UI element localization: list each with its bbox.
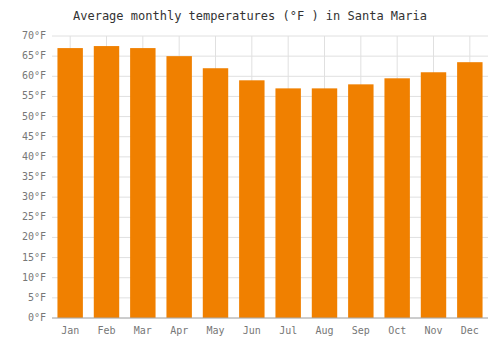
bar [94,46,119,318]
y-tick-label: 65°F [22,50,46,61]
y-grid-line [52,318,488,319]
tick-labels: 0°F 5°F 10°F 15°F 20°F 25°F 30°F 35°F 40°F 45°F 50… [22,30,479,336]
bar [312,88,337,318]
y-tick-label: 70°F [22,30,46,41]
bar [384,78,409,318]
bar [130,48,155,318]
y-tick-label: 45°F [22,131,46,142]
y-tick-label: 60°F [22,70,46,81]
bar [421,72,446,318]
x-tick-label: May [206,325,224,336]
x-axis-line [52,318,488,319]
x-tick-label: Jul [279,325,297,336]
x-tick-label: Oct [388,325,406,336]
x-tick-label: Jan [61,325,79,336]
bar [275,88,300,318]
y-tick-label: 20°F [22,231,46,242]
title: Average monthly temperatures (°F ) in Sa… [73,9,427,23]
y-tick-label: 35°F [22,171,46,182]
y-tick-label: 15°F [22,252,46,263]
y-tick-label: 10°F [22,272,46,283]
bar [239,80,264,318]
bar [203,68,228,318]
y-tick-label: 50°F [22,111,46,122]
x-tick-label: Feb [97,325,115,336]
bars [57,46,482,318]
x-tick-label: Mar [134,325,152,336]
chart: 0°F 5°F 10°F 15°F 20°F 25°F 30°F 35°F 40°F 45°F 50… [0,0,500,350]
x-tick-label: Aug [315,325,333,336]
grid [52,36,488,318]
y-tick-label: 0°F [28,312,46,323]
x-tick-label: Apr [170,325,188,336]
bar [166,56,191,318]
x-tick-label: Dec [461,325,479,336]
x-tick-label: Sep [352,325,370,336]
y-tick-label: 40°F [22,151,46,162]
y-tick-label: 5°F [28,292,46,303]
y-tick-label: 30°F [22,191,46,202]
bar [348,84,373,318]
y-tick-label: 55°F [22,90,46,101]
bar [457,62,482,318]
y-grid-line [52,36,488,37]
page: {"chart_data": {"type": "bar", "title": … [0,0,500,350]
y-tick-label: 25°F [22,211,46,222]
bar [57,48,82,318]
x-tick-label: Jun [243,325,261,336]
x-tick-label: Nov [424,325,442,336]
